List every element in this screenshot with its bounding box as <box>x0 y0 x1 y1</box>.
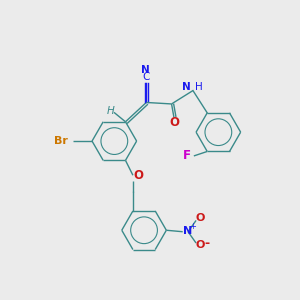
Text: N: N <box>183 226 193 236</box>
Text: -: - <box>204 237 209 250</box>
Text: C: C <box>142 72 149 82</box>
Text: N: N <box>182 82 191 92</box>
Text: F: F <box>183 149 191 162</box>
Text: +: + <box>189 223 196 232</box>
Text: O: O <box>196 213 205 223</box>
Text: O: O <box>196 239 205 250</box>
Text: N: N <box>141 65 150 75</box>
Text: H: H <box>106 106 114 116</box>
Text: H: H <box>195 82 203 92</box>
Text: O: O <box>133 169 143 182</box>
Text: O: O <box>169 116 179 129</box>
Text: Br: Br <box>55 136 68 146</box>
